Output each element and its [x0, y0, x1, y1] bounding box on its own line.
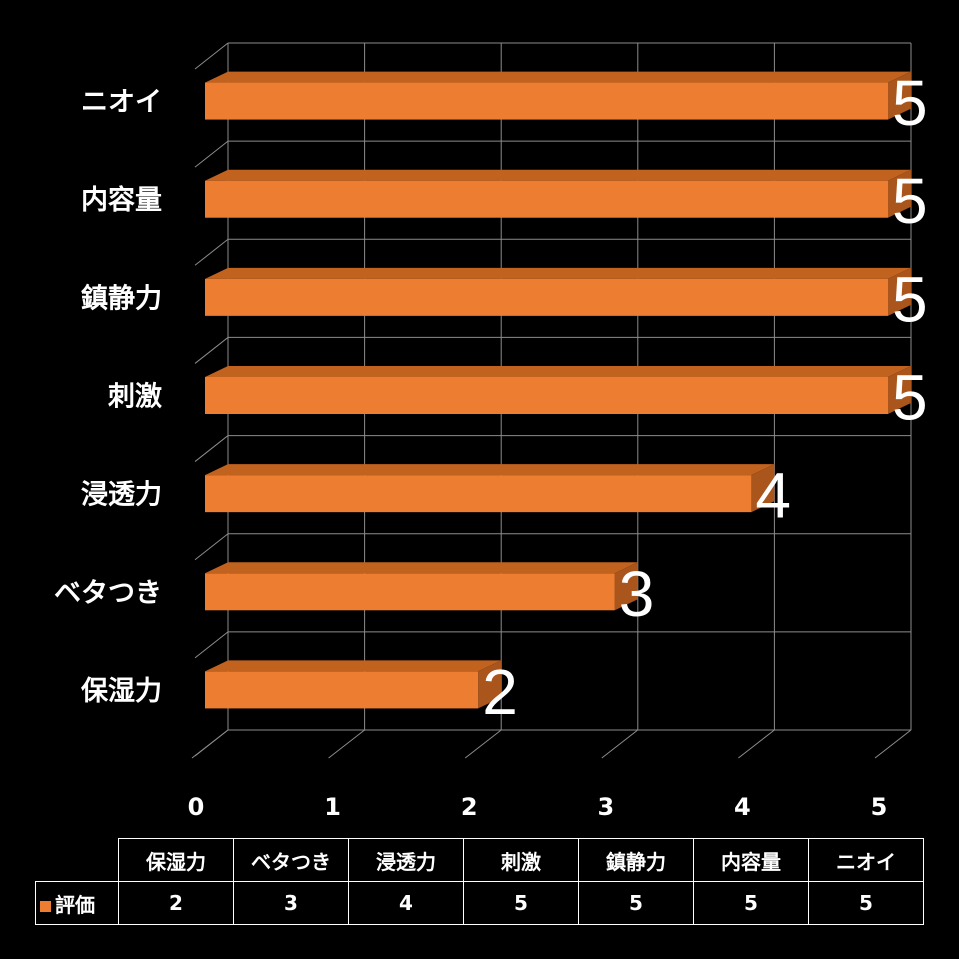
- gridline-side: [194, 631, 229, 659]
- category-label: 鎮静力: [81, 282, 162, 314]
- bar-end-face: [614, 562, 638, 611]
- bar-front-face: [205, 82, 888, 120]
- table-value-cell: 3: [233, 881, 349, 925]
- table-value-cell: 5: [808, 881, 924, 925]
- table-category-cell: 保湿力: [118, 838, 234, 882]
- bar-front-face: [205, 278, 888, 316]
- bar-chart: 0 1 2 3 4 5 保湿力 2 ベタつき 3 浸透力 4 刺激 5 鎮静力 5 内容量 5 ニオイ 5: [54, 42, 928, 821]
- bar-end-face: [888, 366, 911, 414]
- gridline-side: [194, 435, 229, 462]
- table-category-cell: 刺激: [463, 838, 579, 882]
- bar-end-face: [888, 267, 911, 316]
- bar-front-face: [205, 475, 752, 513]
- table-category-cell: ベタつき: [233, 838, 349, 882]
- x-tick-label: 3: [597, 793, 614, 821]
- bar: [205, 366, 911, 414]
- gridline-side: [194, 337, 229, 364]
- gridline-floor: [464, 729, 502, 759]
- table-category-cell: 浸透力: [348, 838, 464, 882]
- labels: 0 1 2 3 4 5 保湿力 2 ベタつき 3 浸透力 4 刺激 5 鎮静力 5 内容量 5 ニオイ 5: [54, 67, 928, 821]
- table-value-cell: 4: [348, 881, 464, 925]
- bars: [205, 71, 911, 709]
- bar-end-face: [888, 169, 911, 218]
- legend-swatch: [40, 900, 51, 912]
- bar-top-face: [205, 267, 911, 279]
- bar: [205, 660, 502, 709]
- data-label: 5: [892, 263, 928, 335]
- category-label: 内容量: [81, 184, 162, 216]
- category-label: 保湿力: [80, 676, 162, 707]
- bar-front-face: [205, 377, 888, 414]
- table-series-name: 評価: [55, 892, 95, 917]
- bar-front-face: [205, 671, 479, 709]
- bar: [205, 169, 911, 218]
- gridline-side: [194, 42, 229, 70]
- table-value-cell: 2: [118, 881, 234, 925]
- gridline-floor: [874, 729, 912, 759]
- gridline-floor: [738, 729, 775, 759]
- gridline-side: [194, 729, 229, 757]
- bar-front-face: [205, 180, 888, 218]
- table-category-cell: 内容量: [693, 838, 809, 882]
- x-tick-label: 5: [871, 793, 888, 821]
- table-value-cell: 5: [693, 881, 809, 925]
- bar-top-face: [205, 169, 911, 181]
- table-header-row: 保湿力 ベタつき 浸透力 刺激 鎮静力 内容量 ニオイ: [35, 838, 924, 882]
- table-series-cell: 評価: [35, 881, 119, 925]
- gridline-floor: [328, 729, 365, 759]
- table-category-cell: 鎮静力: [578, 838, 694, 882]
- data-label: 3: [619, 558, 655, 630]
- data-label: 5: [892, 362, 928, 434]
- x-tick-label: 2: [461, 793, 478, 821]
- table-corner: [35, 838, 119, 882]
- x-tick-label: 4: [734, 793, 751, 821]
- category-label: ベタつき: [54, 578, 162, 609]
- category-label: ニオイ: [81, 87, 162, 118]
- bar-top-face: [205, 366, 911, 377]
- data-label: 5: [892, 67, 928, 139]
- bar-top-face: [205, 464, 775, 476]
- bar: [205, 562, 638, 611]
- bar-top-face: [205, 71, 911, 83]
- category-label: 浸透力: [81, 480, 162, 511]
- gridline-side: [194, 140, 229, 168]
- table-category-cell: ニオイ: [808, 838, 924, 882]
- bar: [205, 464, 775, 513]
- bar-end-face: [478, 660, 502, 709]
- table-value-cell: 5: [578, 881, 694, 925]
- gridline-side: [194, 238, 229, 266]
- gridline-floor: [601, 729, 639, 759]
- x-tick-label: 1: [324, 793, 341, 821]
- bar-top-face: [205, 660, 502, 672]
- data-label: 2: [482, 656, 518, 728]
- x-tick-label: 0: [188, 793, 205, 821]
- gridline-side: [194, 533, 229, 561]
- bar-front-face: [205, 573, 615, 611]
- bar-top-face: [205, 562, 638, 574]
- bar-end-face: [888, 71, 911, 120]
- data-label: 4: [755, 460, 791, 532]
- bar: [205, 71, 911, 120]
- category-label: 刺激: [108, 381, 162, 413]
- table-value-cell: 5: [463, 881, 579, 925]
- bar-end-face: [751, 464, 775, 513]
- bar: [205, 267, 911, 316]
- data-label: 5: [892, 165, 928, 237]
